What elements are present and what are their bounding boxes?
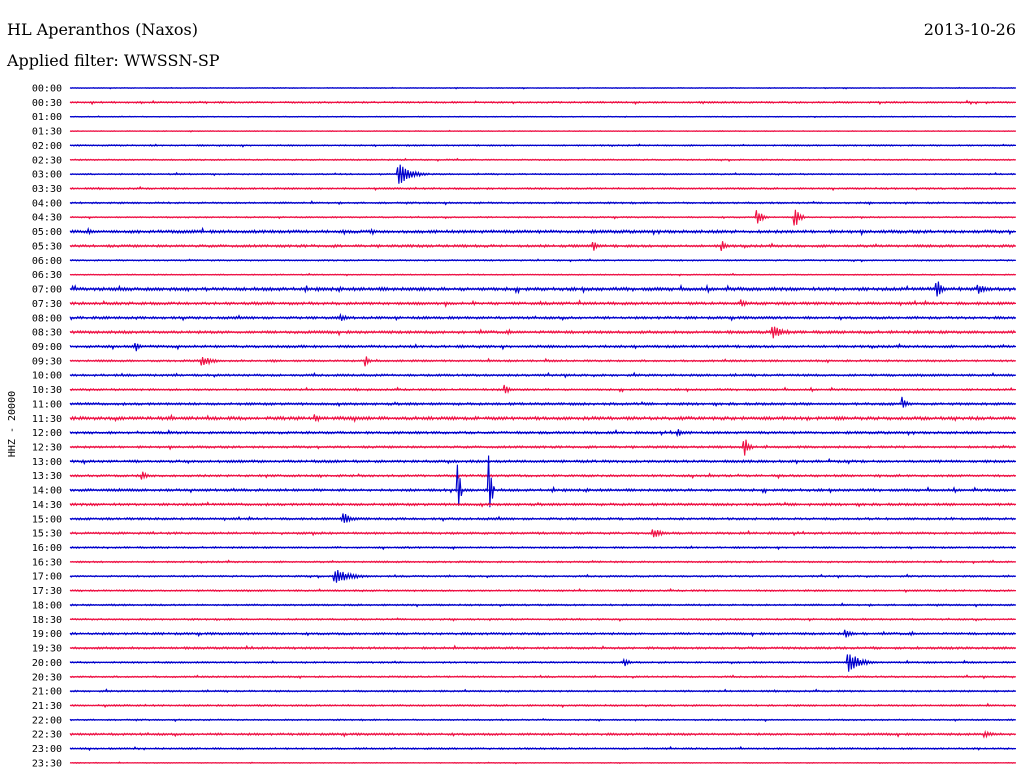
tick-label-0400: 04:00 bbox=[32, 198, 62, 209]
tick-label-1800: 18:00 bbox=[32, 601, 62, 612]
trace-1100 bbox=[69, 396, 1016, 408]
tick-label-0700: 07:00 bbox=[32, 285, 62, 296]
tick-label-0900: 09:00 bbox=[32, 342, 62, 353]
tick-label-0930: 09:30 bbox=[32, 356, 62, 367]
time-tick-labels: 00:00 00:30 01:00 01:30 02:00 02:30 03:00 03:30… bbox=[32, 84, 62, 770]
tick-label-0200: 02:00 bbox=[32, 141, 62, 152]
tick-label-1900: 19:00 bbox=[32, 629, 62, 640]
tick-label-1530: 15:30 bbox=[32, 529, 62, 540]
tick-label-0500: 05:00 bbox=[32, 227, 62, 238]
tick-label-2330: 23:30 bbox=[32, 758, 62, 769]
tick-label-0730: 07:30 bbox=[32, 299, 62, 310]
tick-label-1930: 19:30 bbox=[32, 644, 62, 655]
tick-label-2300: 23:00 bbox=[32, 744, 62, 755]
tick-label-1600: 16:00 bbox=[32, 543, 62, 554]
station-title: HL Aperanthos (Naxos) bbox=[7, 20, 198, 39]
tick-label-1230: 12:30 bbox=[32, 443, 62, 454]
tick-label-2200: 22:00 bbox=[32, 715, 62, 726]
tick-label-1100: 11:00 bbox=[32, 399, 62, 410]
trace-group bbox=[69, 86, 1016, 765]
tick-label-0430: 04:30 bbox=[32, 213, 62, 224]
tick-label-1630: 16:30 bbox=[32, 557, 62, 568]
tick-label-0030: 00:30 bbox=[32, 98, 62, 109]
tick-label-0130: 01:30 bbox=[32, 127, 62, 138]
tick-label-0330: 03:30 bbox=[32, 184, 62, 195]
tick-label-1700: 17:00 bbox=[32, 572, 62, 583]
tick-label-0300: 03:00 bbox=[32, 170, 62, 181]
trace-1230 bbox=[69, 439, 1016, 456]
tick-label-1200: 12:00 bbox=[32, 428, 62, 439]
tick-label-0630: 06:30 bbox=[32, 270, 62, 281]
tick-label-1500: 15:00 bbox=[32, 514, 62, 525]
tick-label-1830: 18:30 bbox=[32, 615, 62, 626]
tick-label-0830: 08:30 bbox=[32, 328, 62, 339]
trace-1500 bbox=[69, 513, 1016, 523]
date-label: 2013-10-26 bbox=[923, 20, 1016, 39]
tick-label-2000: 20:00 bbox=[32, 658, 62, 669]
tick-label-0800: 08:00 bbox=[32, 313, 62, 324]
tick-label-0530: 05:30 bbox=[32, 242, 62, 253]
tick-label-1030: 10:30 bbox=[32, 385, 62, 396]
tick-label-1430: 14:30 bbox=[32, 500, 62, 511]
tick-label-0100: 01:00 bbox=[32, 112, 62, 123]
tick-label-0000: 00:00 bbox=[32, 84, 62, 95]
tick-label-2130: 21:30 bbox=[32, 701, 62, 712]
trace-1400 bbox=[69, 455, 1016, 508]
tick-label-0230: 02:30 bbox=[32, 155, 62, 166]
trace-2000 bbox=[69, 654, 1016, 672]
filter-label: Applied filter: WWSSN-SP bbox=[7, 51, 220, 70]
tick-label-1400: 14:00 bbox=[32, 486, 62, 497]
tick-label-1130: 11:30 bbox=[32, 414, 62, 425]
tick-label-0600: 06:00 bbox=[32, 256, 62, 267]
tick-label-1000: 10:00 bbox=[32, 371, 62, 382]
tick-label-1300: 13:00 bbox=[32, 457, 62, 468]
tick-label-2030: 20:30 bbox=[32, 672, 62, 683]
tick-label-1730: 17:30 bbox=[32, 586, 62, 597]
y-axis-label: HHZ - 20000 bbox=[7, 391, 18, 457]
tick-label-2100: 21:00 bbox=[32, 687, 62, 698]
tick-label-2230: 22:30 bbox=[32, 730, 62, 741]
tick-label-1330: 13:30 bbox=[32, 471, 62, 482]
